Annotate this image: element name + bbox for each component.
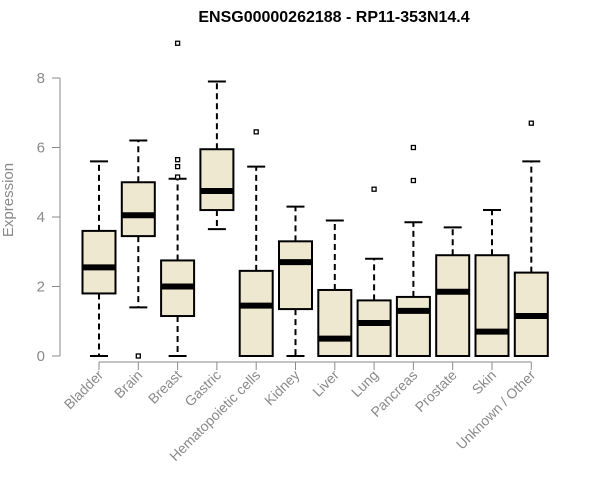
box-brain — [120, 139, 156, 359]
y-tick-label: 0 — [37, 348, 45, 365]
box-breast — [160, 40, 196, 357]
outlier-point — [174, 163, 181, 170]
box-unknown-other — [513, 120, 549, 358]
box-prostate — [435, 226, 471, 358]
outlier-point — [174, 40, 181, 46]
box-skin — [474, 209, 510, 358]
x-tick-label: Liver — [309, 367, 342, 400]
y-tick-label: 2 — [37, 279, 45, 296]
outlier-point — [528, 120, 534, 126]
iqr-box — [474, 254, 510, 358]
outlier-point — [174, 157, 181, 163]
x-tick-label: Prostate — [412, 367, 460, 415]
y-tick-label: 6 — [37, 140, 45, 157]
outlier-point — [410, 177, 417, 184]
chart-title: ENSG00000262188 - RP11-353N14.4 — [198, 9, 469, 26]
iqr-box — [81, 229, 117, 295]
iqr-box — [435, 254, 471, 358]
iqr-box — [395, 295, 431, 357]
iqr-box — [120, 181, 156, 238]
outlier-point — [371, 186, 377, 192]
box-bladder — [81, 160, 117, 357]
y-tick-label: 8 — [37, 70, 45, 87]
x-tick-label: Bladder — [61, 367, 107, 413]
outlier-point — [410, 144, 417, 151]
box-liver — [317, 219, 353, 358]
x-tick-label: Kidney — [261, 367, 303, 409]
box-lung — [356, 186, 392, 357]
box-gastric — [199, 80, 235, 231]
outlier-point — [253, 129, 259, 135]
box-pancreas — [395, 144, 431, 357]
iqr-box — [278, 240, 313, 311]
iqr-box — [238, 269, 274, 357]
iqr-box — [356, 299, 392, 357]
box-kidney — [278, 205, 313, 357]
y-ticks: 0 2 4 6 8 — [37, 70, 60, 365]
x-tick-label: Lung — [348, 367, 381, 400]
box-hematopoietic-cells — [238, 129, 274, 357]
boxes-group — [81, 40, 549, 359]
iqr-box — [317, 288, 353, 358]
y-tick-label: 4 — [37, 209, 45, 226]
outlier-point — [135, 353, 141, 359]
iqr-box — [199, 148, 235, 212]
y-axis-label: Expression — [0, 163, 17, 237]
x-tick-label: Breast — [145, 367, 185, 407]
x-tick-label: Skin — [469, 367, 500, 398]
x-tick-label: Brain — [111, 367, 145, 401]
outlier-point — [174, 174, 181, 180]
